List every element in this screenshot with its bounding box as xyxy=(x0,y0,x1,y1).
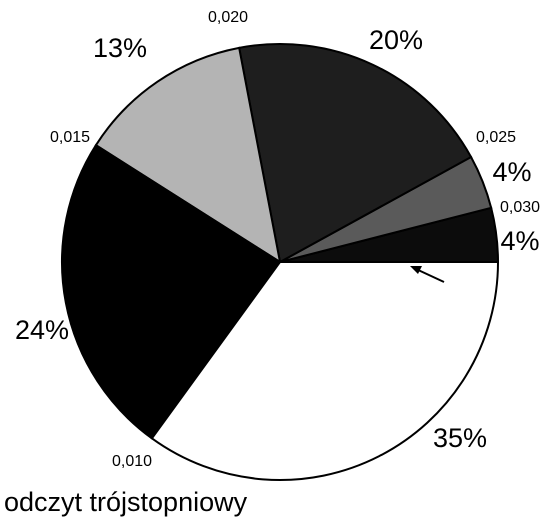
boundary-label: 0,020 xyxy=(208,9,248,26)
pointer-arrow xyxy=(415,268,445,283)
boundary-label: 0,015 xyxy=(50,129,90,146)
slice-label: 13% xyxy=(93,33,147,63)
boundary-label: 0,030 xyxy=(500,199,540,216)
pointer-arrowhead xyxy=(410,266,422,274)
slice-label: 4% xyxy=(500,226,539,256)
boundary-label: 0,010 xyxy=(112,453,152,470)
pie-slice xyxy=(237,43,473,264)
slice-label: 20% xyxy=(369,25,423,55)
pie-slice xyxy=(94,46,282,265)
slice-label: 24% xyxy=(15,315,69,345)
pie-slice xyxy=(150,261,500,481)
pie-slice xyxy=(61,143,282,440)
slice-label: 35% xyxy=(433,423,487,453)
chart-title: odczyt trójstopniowy xyxy=(4,487,248,517)
slice-label: 4% xyxy=(492,157,531,187)
boundary-label: 0,025 xyxy=(476,129,516,146)
